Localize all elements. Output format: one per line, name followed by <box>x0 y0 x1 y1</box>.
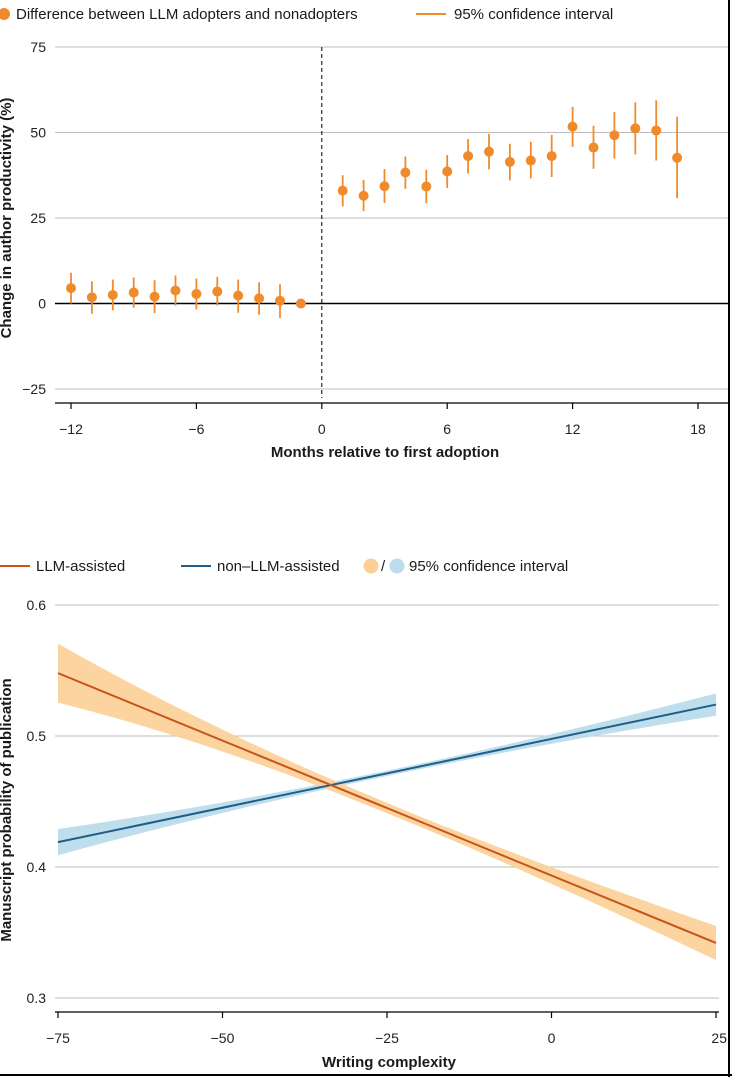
data-point <box>630 123 641 134</box>
productivity-chart: Difference between LLM adopters and nona… <box>0 6 729 461</box>
publication-lines <box>57 672 717 944</box>
x-tick-label: −6 <box>188 421 204 437</box>
llm-ci-band <box>58 643 716 960</box>
data-point <box>651 125 662 136</box>
legend-point-marker <box>0 8 10 20</box>
x-tick-label: −75 <box>46 1030 70 1046</box>
data-point <box>86 292 97 303</box>
data-point <box>379 181 390 192</box>
publication-ci-bands <box>58 643 716 960</box>
x-tick-label: 18 <box>690 421 706 437</box>
legend-label-llm: LLM-assisted <box>36 558 125 575</box>
y-tick-label: 0.3 <box>27 990 47 1006</box>
productivity-y-axis-title: Change in author productivity (%) <box>0 98 15 339</box>
publication-legend: LLM-assisted non–LLM-assisted / 95% conf… <box>0 558 568 575</box>
y-tick-label: 25 <box>30 210 46 226</box>
data-point <box>107 289 118 300</box>
y-tick-label: 75 <box>30 39 46 55</box>
data-point <box>254 293 265 304</box>
productivity-x-axis-title: Months relative to first adoption <box>271 444 499 461</box>
productivity-y-ticks: −25 0 25 50 75 <box>22 39 46 397</box>
legend-ci-swatch-orange <box>363 558 379 574</box>
data-point <box>66 283 76 294</box>
data-point <box>275 295 285 306</box>
x-tick-label: 0 <box>548 1030 556 1046</box>
data-point <box>567 121 578 132</box>
data-point <box>442 166 453 177</box>
productivity-points <box>66 100 683 318</box>
publication-y-axis-title: Manuscript probability of publication <box>0 678 15 941</box>
data-point <box>295 298 306 309</box>
y-tick-label: 0.4 <box>27 859 47 875</box>
legend-ci-swatch-blue <box>389 558 405 574</box>
publication-x-axis-title: Writing complexity <box>322 1054 457 1071</box>
data-point <box>191 288 202 299</box>
x-tick-label: 25 <box>711 1030 727 1046</box>
legend-label-non-llm: non–LLM-assisted <box>217 558 340 575</box>
x-tick-label: 12 <box>565 421 581 437</box>
y-tick-label: 0 <box>38 296 46 312</box>
legend-label-ci: 95% confidence interval <box>409 558 568 575</box>
data-point <box>588 142 599 153</box>
x-tick-label: −50 <box>211 1030 235 1046</box>
data-point <box>421 181 432 192</box>
legend-label-ci: 95% confidence interval <box>454 6 613 23</box>
llm-line <box>57 672 717 944</box>
x-tick-label: −25 <box>375 1030 399 1046</box>
data-point <box>170 285 181 296</box>
data-point <box>525 155 536 166</box>
productivity-legend: Difference between LLM adopters and nona… <box>0 6 613 23</box>
y-tick-label: 0.5 <box>27 728 47 744</box>
publication-y-ticks: 0.3 0.4 0.5 0.6 <box>27 597 47 1006</box>
data-point <box>609 130 620 141</box>
data-point <box>358 190 369 201</box>
y-tick-label: −25 <box>22 381 46 397</box>
x-tick-label: −12 <box>59 421 83 437</box>
data-point <box>337 185 348 196</box>
publication-x-ticks: −75 −50 −25 0 25 <box>46 1012 727 1046</box>
publication-chart: LLM-assisted non–LLM-assisted / 95% conf… <box>0 558 727 1071</box>
productivity-x-ticks: −12 −6 0 6 12 18 <box>59 403 706 437</box>
data-point <box>149 291 160 302</box>
legend-ci-separator: / <box>381 558 386 575</box>
productivity-gridlines <box>55 46 729 404</box>
data-point <box>484 146 494 157</box>
x-tick-label: 0 <box>318 421 326 437</box>
data-point <box>128 287 139 298</box>
data-point <box>672 152 683 163</box>
data-point <box>400 167 411 178</box>
data-point <box>233 290 244 301</box>
non-llm-line <box>57 703 717 844</box>
y-tick-label: 50 <box>30 125 46 141</box>
data-point <box>212 286 223 297</box>
y-tick-label: 0.6 <box>27 597 47 613</box>
data-point <box>504 156 515 167</box>
data-point <box>463 151 474 162</box>
x-tick-label: 6 <box>443 421 451 437</box>
legend-label-difference: Difference between LLM adopters and nona… <box>16 6 358 23</box>
data-point <box>546 151 557 162</box>
